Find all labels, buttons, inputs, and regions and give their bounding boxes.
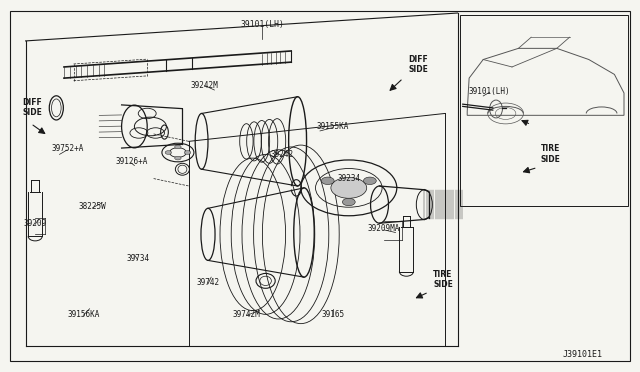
Text: 39242M: 39242M xyxy=(191,81,219,90)
Text: 39165: 39165 xyxy=(321,310,344,319)
Bar xyxy=(460,15,628,206)
Text: 39242: 39242 xyxy=(270,150,293,159)
Text: J39101E1: J39101E1 xyxy=(563,350,602,359)
Circle shape xyxy=(364,177,376,185)
Text: TIRE
SIDE: TIRE SIDE xyxy=(433,270,453,289)
Text: 38225W: 38225W xyxy=(79,202,107,211)
Text: 39234: 39234 xyxy=(337,174,360,183)
Text: 39734: 39734 xyxy=(126,254,149,263)
Circle shape xyxy=(321,177,334,185)
Text: 39155KA: 39155KA xyxy=(317,122,349,131)
Circle shape xyxy=(175,145,181,149)
Text: 39101(LH): 39101(LH) xyxy=(241,20,284,29)
Circle shape xyxy=(175,156,181,160)
Circle shape xyxy=(165,151,172,154)
Text: 39742: 39742 xyxy=(196,278,220,287)
Circle shape xyxy=(184,151,191,154)
Circle shape xyxy=(342,198,355,206)
Text: DIFF
SIDE: DIFF SIDE xyxy=(408,55,428,74)
Text: TIRE
SIDE: TIRE SIDE xyxy=(541,144,561,164)
Circle shape xyxy=(331,177,367,198)
Text: 39156KA: 39156KA xyxy=(67,310,99,319)
Text: 39209MA: 39209MA xyxy=(368,224,400,233)
Text: 39126+A: 39126+A xyxy=(115,157,147,166)
Text: 39101(LH): 39101(LH) xyxy=(468,87,511,96)
Text: 39752+A: 39752+A xyxy=(51,144,83,153)
Text: 39209: 39209 xyxy=(24,219,47,228)
Text: DIFF
SIDE: DIFF SIDE xyxy=(22,98,42,117)
Text: 39742M: 39742M xyxy=(232,310,260,319)
